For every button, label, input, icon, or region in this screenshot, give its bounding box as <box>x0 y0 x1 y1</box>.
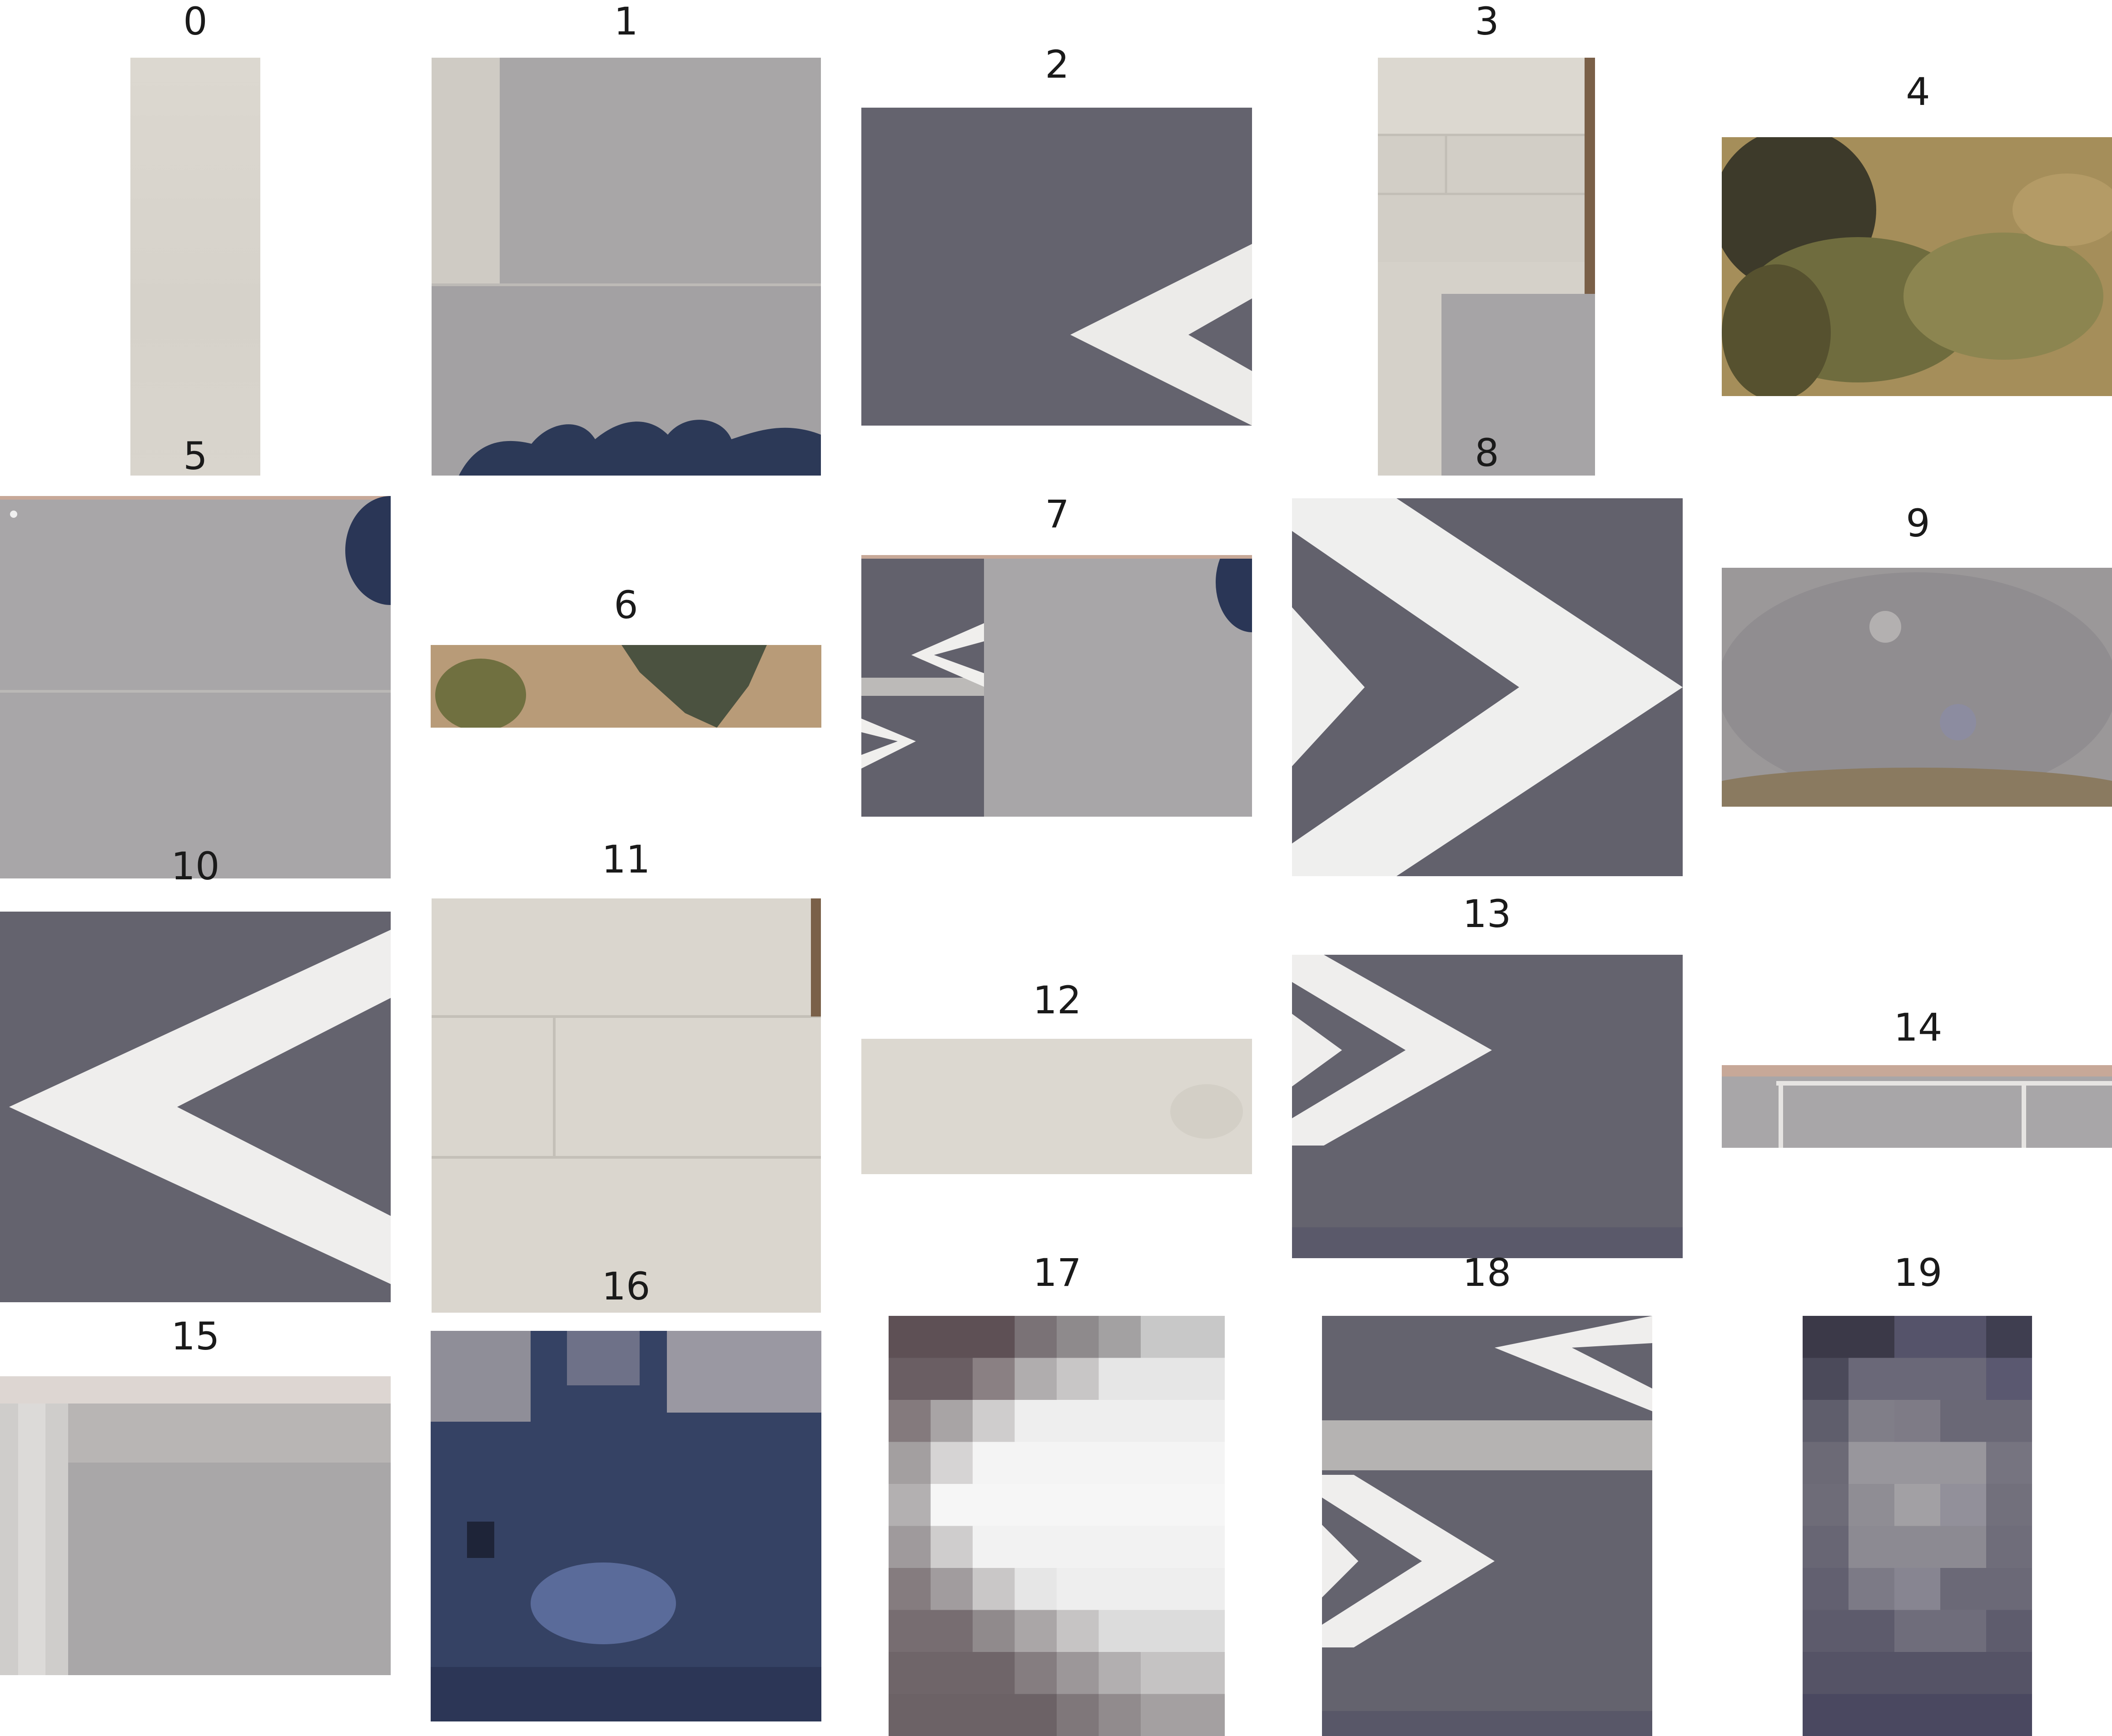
tile-label: 12 <box>1033 978 1082 1022</box>
tile-label: 11 <box>601 837 651 882</box>
tile-label: 5 <box>183 434 208 478</box>
tile-image <box>1322 1316 1652 1736</box>
tile-image <box>861 1039 1252 1174</box>
tile-image <box>1378 58 1595 476</box>
tile-label: 10 <box>171 844 220 888</box>
tile-image <box>861 555 1252 817</box>
tile-image <box>1292 955 1683 1258</box>
tile-label: 6 <box>614 583 638 627</box>
tile-image <box>1803 1316 2032 1736</box>
tile-label: 7 <box>1045 492 1069 536</box>
tile-label: 0 <box>183 0 208 44</box>
tile-label: 16 <box>601 1264 651 1309</box>
tile-label: 2 <box>1045 42 1069 87</box>
tile-label: 15 <box>171 1314 220 1359</box>
tile-image <box>0 912 391 1302</box>
tile-label: 14 <box>1893 1005 1943 1050</box>
tile-label: 8 <box>1475 431 1499 475</box>
tile-label: 3 <box>1475 0 1499 44</box>
tile-image <box>0 496 391 878</box>
tile-image <box>889 1316 1225 1736</box>
tile-image <box>431 1331 821 1721</box>
tile-image <box>1722 1065 2112 1148</box>
tile-label: 19 <box>1893 1250 1943 1295</box>
tile-label: 1 <box>614 0 638 44</box>
tile-image <box>1722 137 2112 396</box>
tile-image <box>0 1376 391 1675</box>
tile-image <box>861 108 1252 426</box>
tile-label: 9 <box>1906 501 1930 546</box>
tile-label: 13 <box>1462 892 1511 936</box>
tile-image <box>1722 568 2112 807</box>
tile-image <box>432 58 821 476</box>
tile-image <box>1292 498 1683 876</box>
tile-image <box>130 58 260 476</box>
tile-image <box>431 645 821 728</box>
tile-label: 18 <box>1462 1250 1511 1295</box>
tile-label: 4 <box>1906 69 1930 114</box>
tile-image <box>432 898 821 1313</box>
tile-label: 17 <box>1033 1250 1082 1295</box>
